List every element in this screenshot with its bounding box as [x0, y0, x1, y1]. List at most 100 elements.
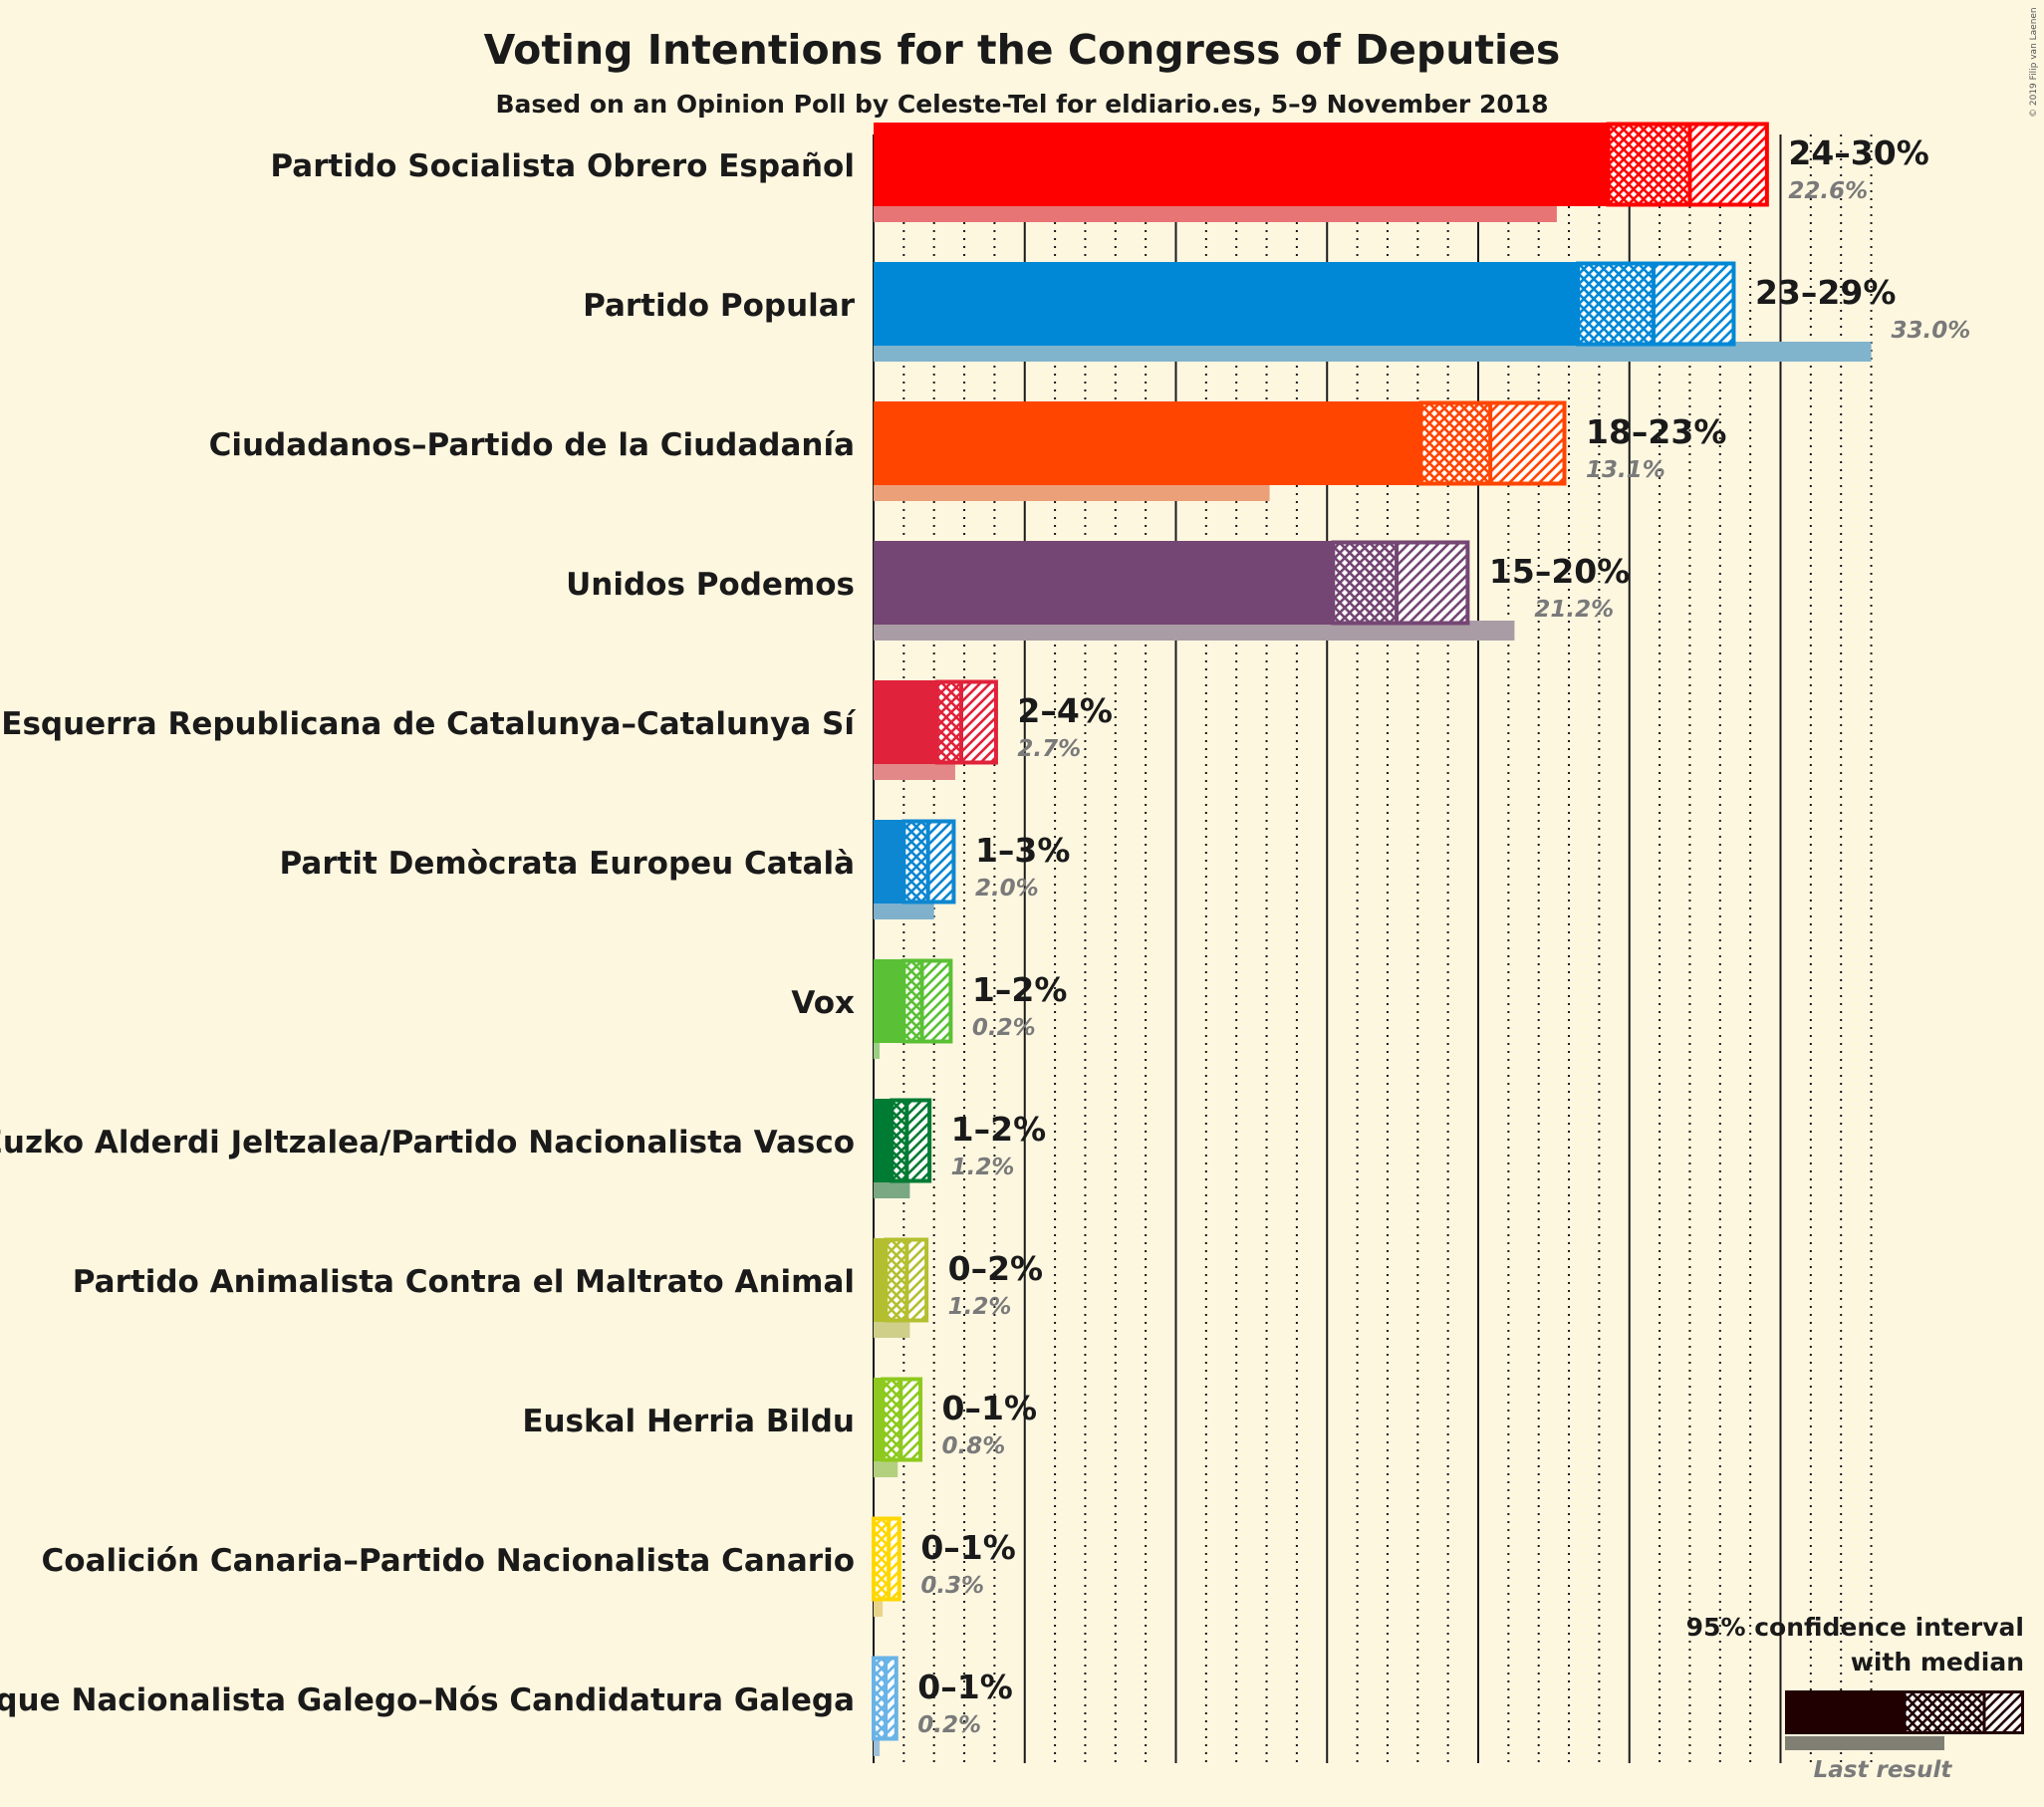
- last-result-label: 1.2%: [948, 1294, 1012, 1320]
- ci-lower-hatch: [874, 1517, 890, 1601]
- ci-solid-bar: [874, 1378, 884, 1461]
- ci-solid-bar: [874, 123, 1609, 206]
- ci-solid-bar: [874, 820, 904, 904]
- ci-outline: [872, 1516, 901, 1602]
- party-name-label: Partit Demòcrata Europeu Català: [280, 846, 855, 882]
- legend-last-result-bar: [1785, 1736, 1944, 1750]
- party-name-label: Euskal Herria Bildu: [522, 1404, 855, 1439]
- last-result-bar: [874, 760, 955, 780]
- last-result-bar: [874, 1736, 881, 1756]
- ci-upper-hatch: [961, 680, 998, 764]
- ci-lower-hatch: [1333, 541, 1398, 625]
- party-name-label: Coalición Canaria–Partido Nacionalista C…: [42, 1543, 855, 1579]
- ci-range-label: 1–2%: [951, 1110, 1047, 1149]
- party-row: Partit Demòcrata Europeu Català 1–3% 2.0%: [280, 819, 1071, 919]
- ci-lower-hatch: [883, 1378, 901, 1461]
- ci-solid-bar: [874, 1238, 887, 1322]
- party-name-label: Partido Socialista Obrero Español: [270, 148, 855, 184]
- party-row: Ciudadanos–Partido de la Ciudadanía 18–23…: [209, 400, 1726, 501]
- ci-upper-hatch: [1397, 541, 1469, 625]
- ci-upper-hatch: [1689, 123, 1769, 206]
- party-name-label: Vox: [791, 985, 855, 1021]
- ci-outline: [1418, 400, 1567, 486]
- ci-lower-hatch: [1578, 262, 1655, 346]
- last-result-label: 2.0%: [975, 876, 1039, 902]
- last-result-bar: [874, 621, 1515, 641]
- ci-range-label: 1–3%: [975, 831, 1071, 870]
- ci-lower-hatch: [886, 1238, 907, 1322]
- ci-upper-hatch: [927, 820, 955, 904]
- legend-lower-hatch: [1905, 1690, 1984, 1734]
- ci-upper-hatch: [900, 1378, 922, 1461]
- ci-range-label: 2–4%: [1017, 691, 1113, 730]
- ci-lower-hatch: [874, 1657, 887, 1740]
- ci-solid-bar: [874, 541, 1334, 625]
- ci-range-label: 0–2%: [948, 1249, 1044, 1288]
- last-result-bar: [874, 1318, 910, 1338]
- party-name-label: Unidos Podemos: [566, 567, 855, 603]
- ci-upper-hatch: [1654, 262, 1735, 346]
- legend-last-result-label: Last result: [1814, 1757, 1953, 1783]
- bars-layer: Partido Socialista Obrero Español 24–30% 2…: [0, 122, 1970, 1756]
- copyright-notice: © 2019 Filip van Laenen: [2029, 7, 2039, 118]
- ci-outline: [1576, 261, 1736, 347]
- ci-upper-hatch: [1490, 401, 1567, 485]
- ci-upper-hatch: [906, 1099, 931, 1182]
- party-row: Esquerra Republicana de Catalunya–Catalu…: [1, 679, 1113, 780]
- ci-outline: [890, 1098, 932, 1183]
- legend-upper-hatch: [1984, 1690, 2024, 1734]
- last-result-label: 2.7%: [1017, 736, 1081, 762]
- last-result-label: 22.6%: [1788, 178, 1868, 204]
- ci-lower-hatch: [1608, 123, 1690, 206]
- ci-outline: [1606, 122, 1769, 207]
- last-result-label: 1.2%: [951, 1155, 1015, 1180]
- ci-range-label: 0–1%: [920, 1528, 1016, 1567]
- last-result-bar: [874, 1457, 898, 1477]
- ci-solid-bar: [874, 680, 937, 764]
- party-name-label: Partido Animalista Contra el Maltrato An…: [73, 1264, 855, 1300]
- last-result-label: 0.2%: [972, 1015, 1036, 1041]
- party-row: Partido Popular 23–29% 33.0%: [583, 261, 1970, 362]
- last-result-label: 13.1%: [1586, 457, 1665, 483]
- ci-solid-bar: [874, 959, 904, 1043]
- last-result-bar: [874, 342, 1872, 362]
- party-name-label: Euzko Alderdi Jeltzalea/Partido Nacional…: [0, 1125, 855, 1161]
- ci-lower-hatch: [903, 820, 928, 904]
- last-result-label: 0.3%: [920, 1573, 984, 1599]
- ci-lower-hatch: [903, 959, 922, 1043]
- ci-solid-bar: [874, 262, 1579, 346]
- last-result-bar: [874, 900, 934, 919]
- party-name-label: Esquerra Republicana de Catalunya–Catalu…: [1, 706, 856, 742]
- grid-lines: [873, 134, 1873, 1763]
- ci-solid-bar: [874, 401, 1421, 485]
- party-row: Partido Animalista Contra el Maltrato An…: [73, 1237, 1044, 1338]
- ci-range-label: 23–29%: [1755, 273, 1896, 312]
- party-row: Unidos Podemos 15–20% 21.2%: [566, 540, 1630, 641]
- last-result-bar: [874, 202, 1557, 222]
- legend: 95% confidence interval with median Last…: [1686, 1613, 2024, 1783]
- ci-upper-hatch: [906, 1238, 928, 1322]
- chart-title: Voting Intentions for the Congress of De…: [484, 26, 1561, 74]
- party-row: Euzko Alderdi Jeltzalea/Partido Nacional…: [0, 1098, 1047, 1198]
- last-result-label: 0.2%: [917, 1712, 981, 1738]
- party-name-label: Bloque Nacionalista Galego–Nós Candidatu…: [0, 1682, 855, 1718]
- party-row: Coalición Canaria–Partido Nacionalista C…: [42, 1516, 1016, 1617]
- ci-range-label: 24–30%: [1788, 133, 1928, 172]
- ci-outline: [901, 958, 953, 1044]
- ci-upper-hatch: [921, 959, 952, 1043]
- ci-range-label: 15–20%: [1489, 552, 1630, 591]
- ci-lower-hatch: [1420, 401, 1491, 485]
- ci-range-label: 0–1%: [917, 1668, 1013, 1706]
- ci-range-label: 18–23%: [1586, 412, 1726, 451]
- legend-line-1: 95% confidence interval: [1686, 1613, 2024, 1642]
- last-result-bar: [874, 1039, 881, 1059]
- ci-lower-hatch: [892, 1099, 907, 1182]
- ci-solid-bar: [874, 1099, 893, 1182]
- last-result-bar: [874, 1597, 884, 1617]
- party-row: Vox 1–2% 0.2%: [791, 958, 1067, 1059]
- chart-subtitle: Based on an Opinion Poll by Celeste-Tel …: [495, 90, 1548, 119]
- last-result-bar: [874, 1178, 910, 1198]
- legend-solid-bar: [1785, 1690, 1905, 1734]
- legend-outline: [1903, 1690, 2024, 1734]
